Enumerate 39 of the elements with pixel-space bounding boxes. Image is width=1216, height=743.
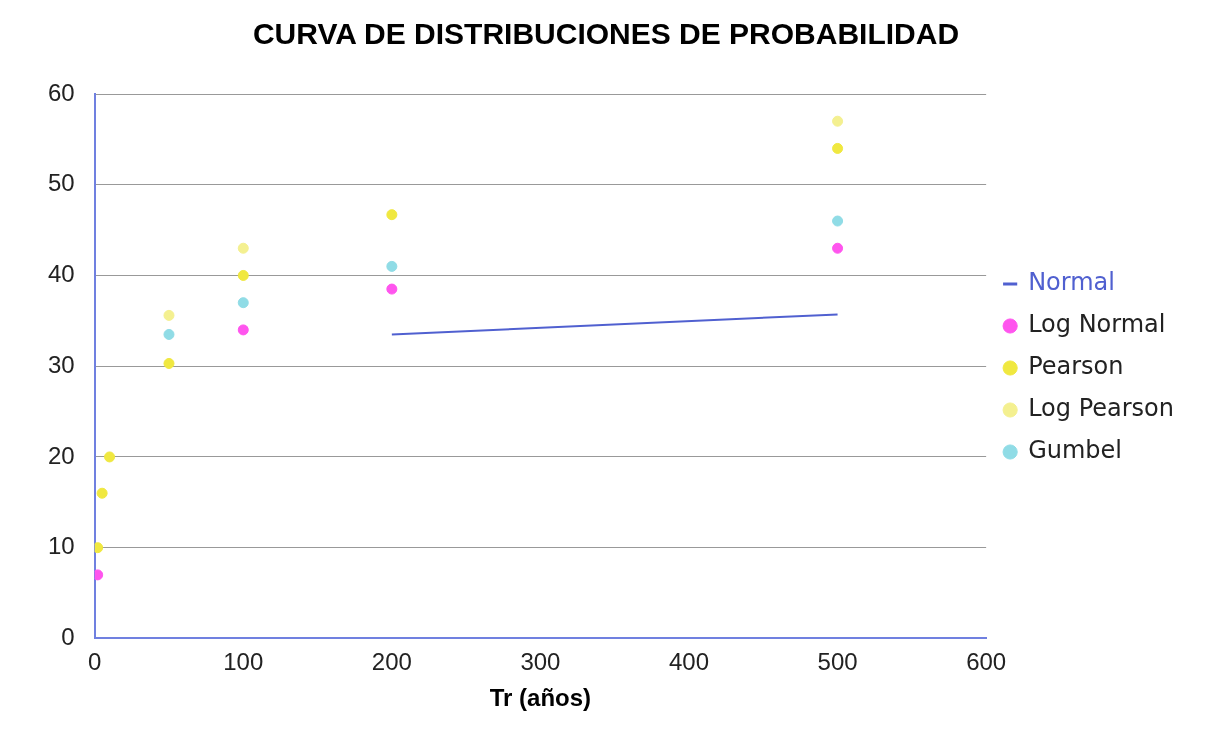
x-tick-label: 100 <box>223 648 264 676</box>
point <box>94 542 104 554</box>
point <box>832 215 844 227</box>
y-tick-label: 20 <box>47 441 75 469</box>
point <box>386 209 398 221</box>
x-tick-label: 400 <box>668 648 710 676</box>
chart-title: CURVA DE DISTRIBUCIONES DE PROBABILIDAD <box>252 17 960 51</box>
point <box>832 115 844 127</box>
x-tick-label: 300 <box>520 648 561 676</box>
x-tick-label: 200 <box>371 648 412 676</box>
point <box>104 451 116 463</box>
point <box>163 309 175 321</box>
x-tick-label: 0 <box>88 648 102 676</box>
y-tick-label: 30 <box>47 350 75 378</box>
point <box>237 324 249 336</box>
point <box>386 283 398 295</box>
point <box>96 487 108 499</box>
point <box>163 357 175 369</box>
point <box>237 269 249 281</box>
y-tick-label: 40 <box>47 260 75 288</box>
legend-label: Gumbel <box>1028 436 1123 465</box>
legend-label: Log Pearson <box>1028 394 1175 423</box>
y-tick-label: 0 <box>61 623 75 651</box>
point <box>94 569 104 581</box>
x-tick-label: 500 <box>817 648 858 676</box>
legend-label: Normal <box>1028 268 1115 297</box>
y-tick-label: 10 <box>47 532 75 560</box>
x-tick-label: 600 <box>966 648 1007 676</box>
point <box>237 242 249 254</box>
point <box>386 260 398 272</box>
point <box>163 328 175 340</box>
x-axis-title: Tr (años) <box>489 684 592 712</box>
y-tick-label: 60 <box>47 78 75 106</box>
legend-label: Pearson <box>1028 352 1124 381</box>
legend-label: Log Normal <box>1028 310 1166 339</box>
y-tick-label: 50 <box>47 169 75 197</box>
point <box>832 242 844 254</box>
point <box>237 297 249 309</box>
point <box>832 142 844 154</box>
